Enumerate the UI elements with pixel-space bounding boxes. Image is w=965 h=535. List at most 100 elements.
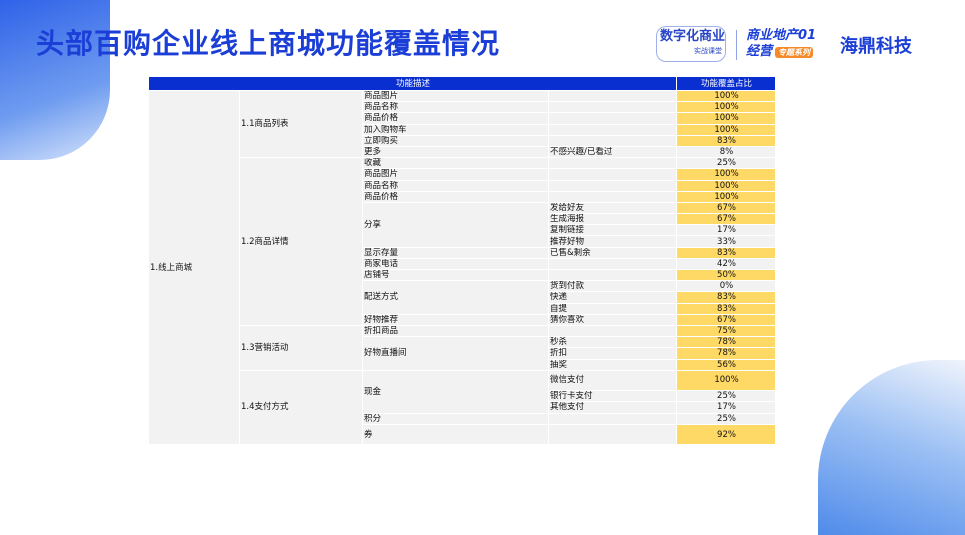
sub-feature-name: 秒杀	[548, 336, 677, 349]
decorative-shape-top-left	[0, 0, 110, 160]
feature-name: 显示存量	[362, 246, 549, 259]
sub-feature-name: 复制链接	[548, 224, 677, 237]
coverage-value: 25%	[676, 412, 776, 425]
coverage-value: 100%	[676, 168, 776, 181]
feature-name: 商品价格	[362, 112, 549, 125]
coverage-value: 67%	[676, 213, 776, 226]
level2-category: 1.1商品列表	[239, 89, 363, 159]
coverage-value: 0%	[676, 280, 776, 293]
table-row: 抽奖 56%	[149, 358, 776, 371]
sub-feature-name: 货到付款	[548, 280, 677, 293]
sub-feature-empty	[548, 190, 677, 203]
logo-haiding: 海鼎科技	[840, 36, 912, 57]
sub-feature-name: 快递	[548, 291, 677, 304]
coverage-value: 50%	[676, 268, 776, 282]
sub-feature-name: 自提	[548, 302, 677, 315]
coverage-value: 100%	[676, 123, 776, 136]
table-row: 配送方式 货到付款 0%	[149, 280, 776, 315]
coverage-value: 56%	[676, 358, 776, 371]
sub-feature-empty	[548, 123, 677, 136]
coverage-value: 83%	[676, 291, 776, 304]
feature-name: 店铺号	[362, 268, 549, 282]
feature-name: 商家电话	[362, 257, 549, 271]
page-title: 头部百购企业线上商城功能覆盖情况	[36, 27, 501, 60]
coverage-value: 100%	[676, 190, 776, 203]
sub-feature-empty	[548, 268, 677, 282]
sub-feature-name: 银行卡支付	[548, 390, 677, 403]
coverage-value: 100%	[676, 179, 776, 192]
sub-feature-empty	[548, 423, 677, 446]
feature-name: 好物直播间	[362, 336, 549, 371]
feature-name: 好物推荐	[362, 313, 549, 326]
logo-divider	[736, 30, 737, 60]
header-description: 功能描述	[148, 76, 677, 91]
coverage-value: 78%	[676, 347, 776, 360]
sub-feature-name: 已售&剩余	[548, 246, 677, 259]
coverage-value: 25%	[676, 157, 776, 170]
feature-name: 积分	[362, 412, 549, 425]
table-header: 功能描述 功能覆盖占比	[148, 76, 776, 91]
sub-feature-name: 猜你喜欢	[548, 313, 677, 326]
sub-feature-name: 抽奖	[548, 358, 677, 371]
table-row: 券 92%	[149, 423, 776, 446]
header-ratio: 功能覆盖占比	[676, 76, 776, 91]
logo1-subtext: 实战课堂	[694, 47, 722, 55]
feature-name: 更多	[362, 145, 549, 159]
level1-category: 1.线上商城	[148, 89, 240, 446]
coverage-value: 100%	[676, 112, 776, 125]
table-row: 好物直播间 秒杀 78%	[149, 336, 776, 371]
logo-commercial-real-estate: 商业地产01 经营 专题系列	[746, 28, 832, 61]
table-row: 复制链接 17%	[149, 224, 776, 237]
sub-feature-name: 其他支付	[548, 401, 677, 414]
logo2-line2: 经营	[746, 44, 773, 59]
decorative-shape-bottom-right	[818, 360, 965, 535]
table-row: 立即购买 83%	[149, 134, 776, 147]
table-row: 生成海报 67%	[149, 213, 776, 226]
table-row: 推荐好物 33%	[149, 235, 776, 248]
feature-name: 商品图片	[362, 168, 549, 181]
coverage-value: 83%	[676, 302, 776, 315]
feature-name: 加入购物车	[362, 123, 549, 136]
coverage-value: 100%	[676, 101, 776, 114]
coverage-value: 42%	[676, 257, 776, 271]
level2-category: 1.3营销活动	[239, 324, 363, 371]
sub-feature-name: 推荐好物	[548, 235, 677, 248]
sub-feature-empty	[548, 157, 677, 170]
feature-name: 配送方式	[362, 280, 549, 315]
sub-feature-name: 生成海报	[548, 213, 677, 226]
coverage-value: 78%	[676, 336, 776, 349]
logo-digital-commerce: 数字化商业 实战课堂	[656, 26, 726, 62]
coverage-value: 25%	[676, 390, 776, 403]
feature-name: 收藏	[362, 157, 549, 170]
feature-name: 现金	[362, 369, 549, 414]
table-row: 积分 25%	[149, 412, 776, 425]
logo1-text: 数字化商业	[660, 29, 726, 44]
table-row: 好物推荐 猜你喜欢 67%	[149, 313, 776, 326]
coverage-value: 17%	[676, 401, 776, 414]
sub-feature-empty	[548, 257, 677, 271]
level2-category: 1.4支付方式	[239, 369, 363, 446]
coverage-value: 100%	[676, 89, 776, 103]
logo2-line1: 商业地产01	[746, 28, 817, 43]
table-row: 商品价格 100%	[149, 190, 776, 203]
coverage-value: 33%	[676, 235, 776, 248]
feature-name: 折扣商品	[362, 324, 549, 338]
table-row: 1.2商品详情 收藏 25%	[149, 157, 776, 326]
table-row: 自提 83%	[149, 302, 776, 315]
feature-name: 券	[362, 423, 549, 446]
sub-feature-name: 不感兴趣/已看过	[548, 145, 677, 159]
table-row: 更多 不感兴趣/已看过 8%	[149, 145, 776, 159]
logo2-tag: 专题系列	[775, 47, 814, 58]
feature-name: 商品图片	[362, 89, 549, 103]
table-row: 商品名称 100%	[149, 179, 776, 192]
feature-name: 商品名称	[362, 101, 549, 114]
coverage-value: 83%	[676, 246, 776, 259]
feature-name: 立即购买	[362, 134, 549, 147]
coverage-table: 功能描述 功能覆盖占比 1.线上商城 1.1商品列表 商品图片 100% 商品名称 100…	[148, 76, 776, 446]
feature-name: 商品名称	[362, 179, 549, 192]
coverage-value: 100%	[676, 369, 776, 392]
table-row: 加入购物车 100%	[149, 123, 776, 136]
table-row: 1.4支付方式 现金 微信支付 100%	[149, 369, 776, 446]
sub-feature-empty	[548, 134, 677, 147]
sub-feature-empty	[548, 412, 677, 425]
